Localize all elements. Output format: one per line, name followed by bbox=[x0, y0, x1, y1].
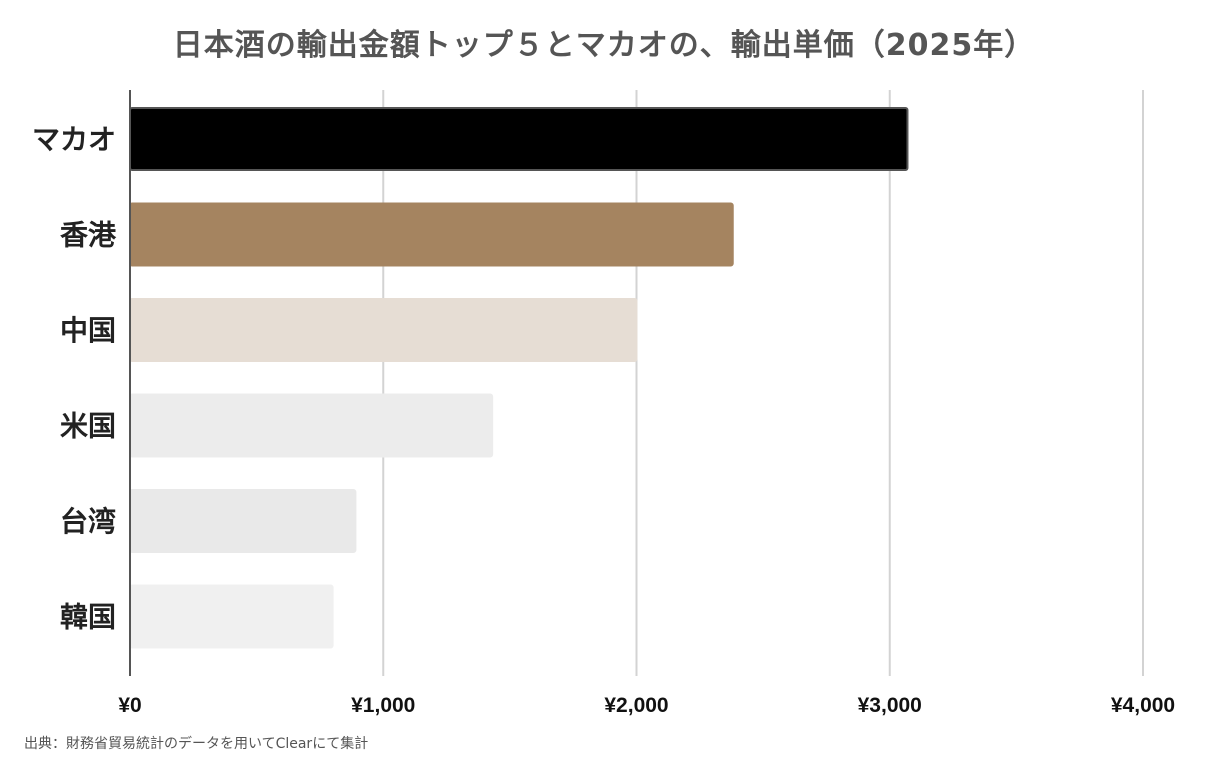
bar-3 bbox=[129, 298, 638, 362]
bars bbox=[129, 107, 909, 649]
grid-lines bbox=[382, 90, 1144, 676]
x-tick-label-4000: ¥4,000 bbox=[1111, 694, 1175, 717]
bar-1 bbox=[129, 107, 909, 171]
category-label-3: 中国 bbox=[60, 314, 116, 347]
category-label-5: 台湾 bbox=[60, 505, 116, 538]
x-tick-label-2000: ¥2,000 bbox=[604, 694, 668, 717]
category-label-2: 香港 bbox=[60, 219, 117, 252]
bar-4 bbox=[129, 393, 494, 458]
bar-2 bbox=[129, 202, 734, 267]
x-tick-label-3000: ¥3,000 bbox=[858, 694, 922, 717]
category-label-4: 米国 bbox=[60, 410, 116, 443]
category-label-6: 韓国 bbox=[60, 601, 116, 634]
chart-title: 日本酒の輸出金額トップ５とマカオの、輸出単価（2025年） bbox=[172, 28, 1036, 63]
bar-5 bbox=[129, 489, 357, 553]
x-tick-labels: ¥0 ¥1,000 ¥2,000 ¥3,000 ¥4,000 bbox=[118, 694, 1175, 717]
category-label-1: マカオ bbox=[32, 123, 116, 156]
bar-6 bbox=[129, 584, 334, 649]
source-note: 出典：財務省貿易統計のデータを用いてClearにて集計 bbox=[24, 736, 369, 752]
x-tick-label-1000: ¥1,000 bbox=[351, 694, 415, 717]
x-tick-label-0: ¥0 bbox=[118, 694, 141, 717]
